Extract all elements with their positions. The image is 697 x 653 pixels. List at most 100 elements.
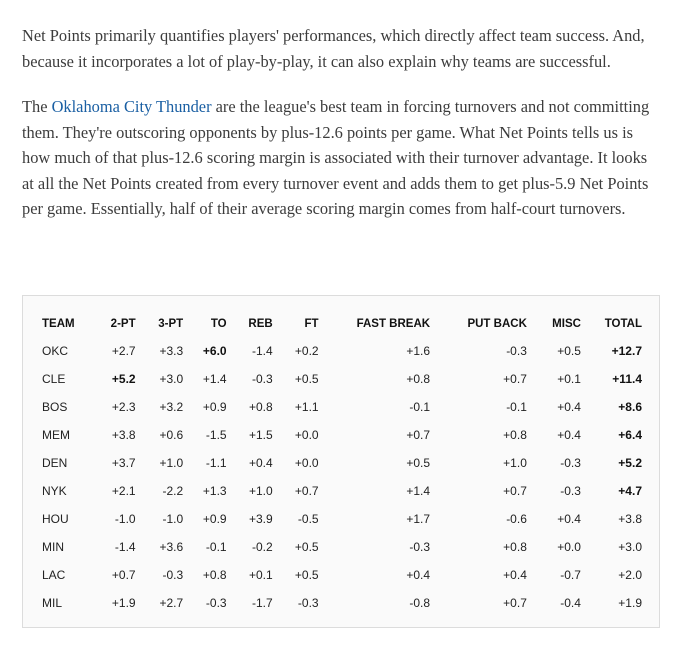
cell-misc: -0.4 xyxy=(560,596,581,610)
header-total: TOTAL xyxy=(604,318,642,330)
table-row: DEN +3.7 +1.0 -1.1 +0.4 +0.0 +0.5 +1.0 -0.3 +5.2 xyxy=(37,449,648,477)
table-row: MIL +1.9 +2.7 -0.3 -1.7 -0.3 -0.8 +0.7 -0.4 +1.9 xyxy=(37,589,648,617)
cell-reb: -1.7 xyxy=(252,596,273,610)
cell-reb: +0.4 xyxy=(249,456,273,470)
net-points-table: TEAM 2-PT 3-PT TO REB FT FAST BREAK PUT … xyxy=(37,311,648,617)
cell-fast-break: +1.6 xyxy=(406,344,431,358)
cell-to: +0.9 xyxy=(202,400,227,414)
cell-ft: +0.0 xyxy=(294,456,319,470)
cell-reb: +3.9 xyxy=(249,512,273,526)
cell-reb: -1.4 xyxy=(252,344,273,358)
cell-fast-break: +0.7 xyxy=(406,428,431,442)
cell-to: -0.3 xyxy=(205,596,227,610)
table-body: OKC +2.7 +3.3 +6.0 -1.4 +0.2 +1.6 -0.3 +0.5 +12.7… xyxy=(37,337,648,617)
cell-ft: +1.1 xyxy=(294,400,319,414)
cell-misc: -0.3 xyxy=(560,484,581,498)
cell-put-back: +1.0 xyxy=(503,456,527,470)
cell-to: +1.3 xyxy=(202,484,227,498)
cell-ft: +0.5 xyxy=(294,372,319,386)
cell-put-back: +0.4 xyxy=(503,568,527,582)
cell-total: +2.0 xyxy=(618,568,642,582)
cell-team: MIN xyxy=(42,540,64,554)
cell-misc: +0.0 xyxy=(557,540,581,554)
cell-2pt: +1.9 xyxy=(111,596,136,610)
table-row: BOS +2.3 +3.2 +0.9 +0.8 +1.1 -0.1 -0.1 +0.4 +8.6 xyxy=(37,393,648,421)
header-2pt: 2-PT xyxy=(110,318,136,330)
cell-ft: +0.2 xyxy=(294,344,319,358)
header-3pt: 3-PT xyxy=(158,318,184,330)
cell-ft: -0.3 xyxy=(297,596,319,610)
table-row: LAC +0.7 -0.3 +0.8 +0.1 +0.5 +0.4 +0.4 -0.7 +2.0 xyxy=(37,561,648,589)
cell-2pt: -1.0 xyxy=(114,512,136,526)
article-body: Net Points primarily quantifies players'… xyxy=(22,23,662,222)
header-team: TEAM xyxy=(42,318,75,330)
cell-team: CLE xyxy=(42,372,66,386)
cell-fast-break: +0.4 xyxy=(406,568,431,582)
cell-team: BOS xyxy=(42,400,68,414)
header-misc: MISC xyxy=(552,318,581,330)
cell-fast-break: +1.4 xyxy=(406,484,431,498)
cell-fast-break: +0.8 xyxy=(406,372,431,386)
cell-reb: +0.1 xyxy=(249,568,273,582)
cell-3pt: +3.2 xyxy=(159,400,184,414)
cell-total: +6.4 xyxy=(618,428,642,442)
cell-fast-break: -0.8 xyxy=(409,596,431,610)
table-row: HOU -1.0 -1.0 +0.9 +3.9 -0.5 +1.7 -0.6 +0.4 +3.8 xyxy=(37,505,648,533)
cell-total: +3.8 xyxy=(618,512,642,526)
cell-team: OKC xyxy=(42,344,69,358)
cell-total: +3.0 xyxy=(618,540,642,554)
cell-ft: +0.5 xyxy=(294,568,319,582)
cell-put-back: -0.3 xyxy=(506,344,527,358)
cell-2pt: +5.2 xyxy=(111,372,136,386)
cell-3pt: +2.7 xyxy=(159,596,184,610)
cell-to: +0.9 xyxy=(202,512,227,526)
cell-3pt: -2.2 xyxy=(162,484,184,498)
cell-team: DEN xyxy=(42,456,68,470)
header-reb: REB xyxy=(248,318,273,330)
cell-put-back: +0.8 xyxy=(503,540,527,554)
cell-total: +12.7 xyxy=(611,344,642,358)
cell-3pt: +3.0 xyxy=(159,372,184,386)
cell-total: +5.2 xyxy=(618,456,642,470)
cell-team: MEM xyxy=(42,428,70,442)
header-put-back: PUT BACK xyxy=(467,318,527,330)
cell-misc: +0.1 xyxy=(557,372,581,386)
table-header-row: TEAM 2-PT 3-PT TO REB FT FAST BREAK PUT … xyxy=(37,311,648,337)
cell-team: MIL xyxy=(42,596,63,610)
cell-total: +4.7 xyxy=(618,484,642,498)
cell-ft: +0.7 xyxy=(294,484,319,498)
cell-fast-break: -0.3 xyxy=(409,540,431,554)
cell-misc: -0.7 xyxy=(560,568,581,582)
cell-2pt: -1.4 xyxy=(114,540,136,554)
cell-to: -1.5 xyxy=(205,428,227,442)
cell-put-back: +0.8 xyxy=(503,428,527,442)
cell-2pt: +0.7 xyxy=(111,568,136,582)
cell-2pt: +3.8 xyxy=(111,428,136,442)
cell-3pt: +0.6 xyxy=(159,428,184,442)
cell-ft: +0.5 xyxy=(294,540,319,554)
cell-team: LAC xyxy=(42,568,66,582)
cell-ft: +0.0 xyxy=(294,428,319,442)
cell-2pt: +2.3 xyxy=(111,400,136,414)
cell-2pt: +2.7 xyxy=(111,344,136,358)
cell-put-back: +0.7 xyxy=(503,372,527,386)
cell-misc: +0.4 xyxy=(557,428,581,442)
cell-reb: -0.2 xyxy=(252,540,273,554)
cell-3pt: -0.3 xyxy=(162,568,184,582)
cell-total: +8.6 xyxy=(618,400,642,414)
cell-fast-break: -0.1 xyxy=(409,400,431,414)
cell-reb: +0.8 xyxy=(249,400,273,414)
cell-put-back: -0.6 xyxy=(506,512,527,526)
cell-misc: +0.4 xyxy=(557,512,581,526)
cell-3pt: +1.0 xyxy=(159,456,184,470)
header-fast-break: FAST BREAK xyxy=(356,318,431,330)
oklahoma-city-thunder-link[interactable]: Oklahoma City Thunder xyxy=(51,97,212,116)
cell-reb: +1.5 xyxy=(249,428,273,442)
cell-ft: -0.5 xyxy=(297,512,319,526)
cell-misc: +0.5 xyxy=(557,344,581,358)
cell-misc: -0.3 xyxy=(560,456,581,470)
cell-2pt: +2.1 xyxy=(111,484,136,498)
cell-total: +11.4 xyxy=(612,372,642,386)
paragraph-okc-turnovers: The Oklahoma City Thunder are the league… xyxy=(22,94,662,222)
paragraph-prefix: The xyxy=(22,97,52,116)
